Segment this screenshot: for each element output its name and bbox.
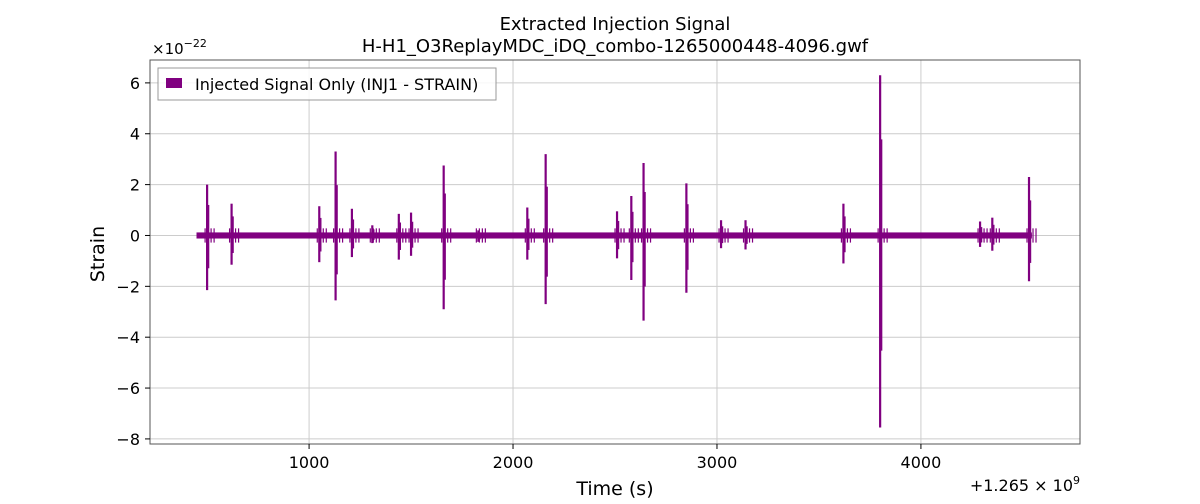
x-tick-label: 4000: [901, 453, 942, 472]
plot-frame: [149, 59, 1081, 445]
axes: [145, 59, 1081, 449]
x-tick-label: 2000: [493, 453, 534, 472]
y-tick-label: 6: [130, 74, 140, 93]
legend: Injected Signal Only (INJ1 - STRAIN): [157, 67, 497, 101]
tick-labels: 1000 2000 3000 4000 −8 −6 −4 −2 0 2 4 6: [116, 74, 941, 472]
y-scale-multiplier: ×10−22: [152, 37, 207, 58]
legend-box: [157, 67, 497, 101]
y-tick-label: −2: [116, 277, 140, 296]
grid-lines: [150, 60, 1080, 444]
chart-subtitle: H-H1_O3ReplayMDC_iDQ_combo-1265000448-40…: [362, 36, 869, 57]
x-axis-label: Time (s): [575, 478, 653, 500]
y-tick-label: 4: [130, 125, 140, 144]
x-tick-label: 1000: [289, 453, 330, 472]
y-tick-label: −4: [116, 328, 140, 347]
legend-label: Injected Signal Only (INJ1 - STRAIN): [195, 75, 478, 94]
legend-swatch: [166, 78, 182, 88]
data-series: [196, 75, 1037, 428]
x-tick-label: 3000: [697, 453, 738, 472]
y-tick-label: −8: [116, 430, 140, 449]
x-offset-label: +1.265 × 109: [970, 474, 1080, 495]
chart-title: Extracted Injection Signal: [500, 14, 731, 35]
y-tick-label: 2: [130, 176, 140, 195]
y-axis-label: Strain: [87, 226, 109, 282]
y-tick-label: 0: [130, 226, 140, 245]
y-tick-label: −6: [116, 379, 140, 398]
